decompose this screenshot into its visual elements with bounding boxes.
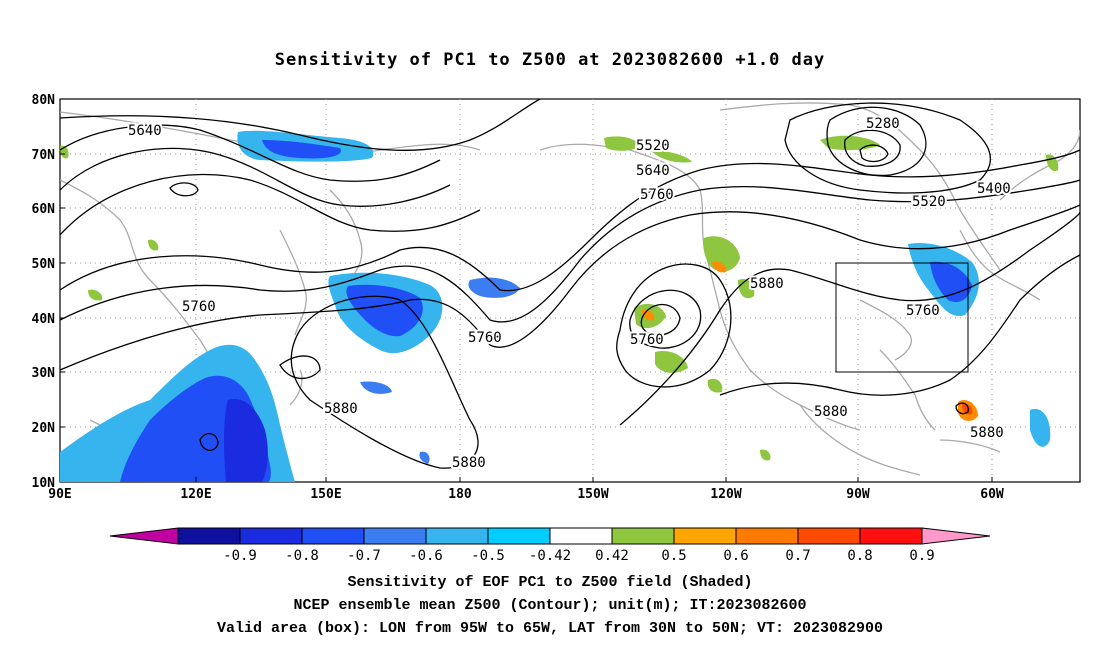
contour-label: 5520	[636, 138, 670, 154]
contour-label: 5880	[814, 404, 848, 420]
colorbar-segment	[735, 527, 799, 545]
lon-label: 90W	[846, 487, 870, 502]
colorbar-tick-label: 0.8	[847, 548, 872, 560]
colorbar-tick-label: 0.9	[909, 548, 934, 560]
colorbar-max-arrow	[921, 527, 991, 545]
colorbar-segment	[797, 527, 861, 545]
colorbar-tick-label: -0.8	[285, 548, 319, 560]
lat-label: 30N	[32, 366, 56, 381]
colorbar-segment	[487, 527, 551, 545]
colorbar-tick-label: 0.5	[661, 548, 686, 560]
caption-valid-area: Valid area (box): LON from 95W to 65W, L…	[216, 620, 884, 637]
colorbar-segment	[859, 527, 923, 545]
contour-label: 5640	[128, 123, 162, 139]
colorbar-segment	[239, 527, 303, 545]
contour-label: 5760	[630, 332, 664, 348]
colorbar-tick-label: -0.42	[529, 548, 571, 560]
contour-label: 5280	[866, 116, 900, 132]
colorbar-segment	[301, 527, 365, 545]
caption-shading: Sensitivity of EOF PC1 to Z500 field (Sh…	[347, 574, 753, 591]
lon-label: 180	[448, 487, 472, 502]
lat-label: 40N	[32, 312, 56, 327]
colorbar-tick-label: 0.7	[785, 548, 810, 560]
lat-label: 20N	[32, 421, 56, 436]
colorbar: -0.9 -0.8 -0.7 -0.6 -0.5 -0.42 0.42 0.5 0.6 0.7 0.…	[109, 527, 991, 560]
map-title: Sensitivity of PC1 to Z500 at 2023082600…	[274, 50, 826, 70]
lat-label: 10N	[32, 476, 56, 491]
negative-shading	[60, 130, 1051, 482]
contour-label: 5760	[182, 299, 216, 315]
lat-label: 80N	[32, 93, 56, 108]
colorbar-segment	[363, 527, 427, 545]
colorbar-segment	[611, 527, 675, 545]
colorbar-segment	[425, 527, 489, 545]
contour-label: 5400	[977, 181, 1011, 197]
lon-label: 60W	[980, 487, 1004, 502]
caption-contour: NCEP ensemble mean Z500 (Contour); unit(…	[293, 597, 807, 614]
lon-label: 150W	[577, 487, 608, 502]
colorbar-tick-label: 0.6	[723, 548, 748, 560]
colorbar-tick-label: -0.9	[223, 548, 257, 560]
colorbar-min-arrow	[109, 527, 179, 545]
colorbar-segment	[673, 527, 737, 545]
colorbar-tick-label: -0.7	[347, 548, 381, 560]
lat-label: 70N	[32, 148, 56, 163]
lat-label: 60N	[32, 202, 56, 217]
z500-contours	[60, 99, 1080, 469]
contour-label: 5760	[906, 303, 940, 319]
lon-label: 120E	[180, 487, 211, 502]
axis-ticks	[60, 98, 993, 482]
contour-label: 5880	[750, 276, 784, 292]
lon-label: 120W	[710, 487, 741, 502]
colorbar-tick-label: -0.5	[471, 548, 505, 560]
lon-label: 90E	[48, 487, 71, 502]
valid-area-box	[835, 262, 969, 373]
contour-label: 5880	[324, 401, 358, 417]
contour-label: 5760	[468, 330, 502, 346]
colorbar-tick-label: -0.6	[409, 548, 443, 560]
contour-label: 5880	[970, 425, 1004, 441]
colorbar-segment	[549, 527, 613, 545]
colorbar-tick-label: 0.42	[595, 548, 629, 560]
contour-label: 5640	[636, 163, 670, 179]
lat-label: 50N	[32, 257, 56, 272]
contour-label: 5760	[640, 187, 674, 203]
colorbar-segment	[177, 527, 241, 545]
contour-label: 5520	[912, 194, 946, 210]
lon-label: 150E	[310, 487, 341, 502]
contour-label: 5880	[452, 455, 486, 471]
sensitivity-map: 5640 5520 5640 5760 5280 5400 5520 5880 …	[32, 93, 1081, 560]
